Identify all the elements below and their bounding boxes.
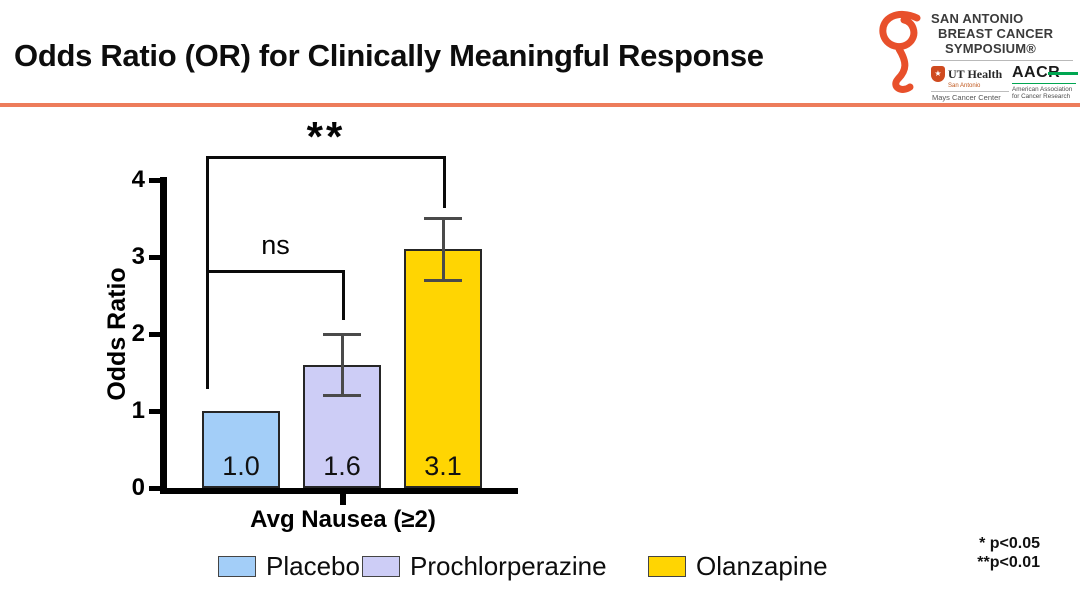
pvalue-footnote: * p<0.05 **p<0.01 bbox=[900, 534, 1040, 572]
error-bar-cap bbox=[424, 278, 462, 282]
significance-bracket-line bbox=[206, 270, 345, 273]
bar-olanzapine: 3.1 bbox=[404, 249, 482, 488]
legend-swatch-prochlorperazine bbox=[362, 556, 400, 577]
sabcs-logo-text: SAN ANTONIO BREAST CANCER SYMPOSIUM® bbox=[931, 11, 1053, 56]
ut-health-shield-icon: ★ bbox=[931, 66, 945, 82]
y-axis-tick-label: 2 bbox=[131, 320, 145, 347]
ut-health-divider bbox=[931, 91, 1009, 92]
error-bar-stem bbox=[340, 334, 344, 396]
pvalue-line1: * p<0.05 bbox=[979, 535, 1040, 552]
legend-swatch-placebo bbox=[218, 556, 256, 577]
ut-health-logo: ★ UT Health San Antonio Mays Cancer Cent… bbox=[931, 66, 1009, 102]
y-axis-tick-label: 3 bbox=[131, 243, 145, 270]
sabcs-ribbon-icon bbox=[879, 10, 921, 93]
error-bar-cap bbox=[323, 332, 361, 336]
legend-label-prochlorperazine: Prochlorperazine bbox=[410, 551, 607, 581]
y-axis-tick-label: 1 bbox=[131, 397, 145, 424]
y-axis-tick-label: 4 bbox=[131, 166, 145, 193]
significance-bracket-line bbox=[206, 156, 446, 159]
logo-divider bbox=[931, 60, 1073, 61]
error-bar-cap bbox=[424, 217, 462, 220]
bar-value-label: 3.1 bbox=[424, 450, 462, 481]
significance-label: ** bbox=[306, 113, 346, 160]
aacr-letters: AACR bbox=[1012, 64, 1061, 81]
aacr-sub-line2: for Cancer Research bbox=[1012, 93, 1071, 100]
legend-swatch-olanzapine bbox=[648, 556, 686, 577]
sabcs-line1: SAN ANTONIO bbox=[931, 11, 1024, 26]
y-axis-line bbox=[160, 177, 167, 494]
shield-star-icon: ★ bbox=[934, 69, 942, 78]
title-underline-rule bbox=[0, 103, 1080, 107]
legend-label-olanzapine: Olanzapine bbox=[696, 551, 828, 581]
aacr-sub-line1: American Association bbox=[1012, 85, 1073, 93]
x-axis-title: Avg Nausea (≥2) bbox=[250, 506, 436, 533]
page-title: Odds Ratio (OR) for Clinically Meaningfu… bbox=[14, 38, 764, 73]
error-bar-stem bbox=[441, 218, 445, 281]
y-axis-tick-label: 0 bbox=[131, 474, 145, 501]
x-axis-tick bbox=[340, 494, 346, 505]
significance-bracket-line bbox=[443, 156, 446, 208]
ut-health-division: Mays Cancer Center bbox=[932, 93, 1001, 102]
error-bar-cap bbox=[323, 394, 361, 398]
sabcs-line3: SYMPOSIUM® bbox=[945, 41, 1037, 56]
ut-health-sub: San Antonio bbox=[948, 83, 981, 89]
x-axis-line bbox=[160, 488, 518, 494]
aacr-green-bar bbox=[1048, 72, 1078, 75]
bar-placebo: 1.0 bbox=[202, 411, 280, 488]
bar-value-label: 1.0 bbox=[222, 451, 260, 481]
y-axis-tick bbox=[149, 254, 160, 260]
y-axis-tick bbox=[149, 331, 160, 337]
pvalue-line2: **p<0.01 bbox=[977, 554, 1040, 571]
legend-label-placebo: Placebo bbox=[266, 551, 360, 581]
ut-health-name: UT Health bbox=[948, 66, 1003, 81]
significance-label: ns bbox=[261, 230, 290, 260]
significance-bracket-line bbox=[342, 270, 345, 320]
aacr-wordmark: AACR bbox=[1012, 64, 1078, 82]
y-axis-tick bbox=[149, 408, 160, 414]
aacr-logo: AACR American Association for Cancer Res… bbox=[1012, 64, 1078, 101]
y-axis-tick bbox=[149, 485, 160, 491]
aacr-subtitle: American Association for Cancer Research bbox=[1012, 83, 1076, 101]
sabcs-line2: BREAST CANCER bbox=[938, 26, 1054, 41]
y-axis-tick bbox=[149, 177, 160, 183]
bar-value-label: 1.6 bbox=[323, 450, 361, 481]
